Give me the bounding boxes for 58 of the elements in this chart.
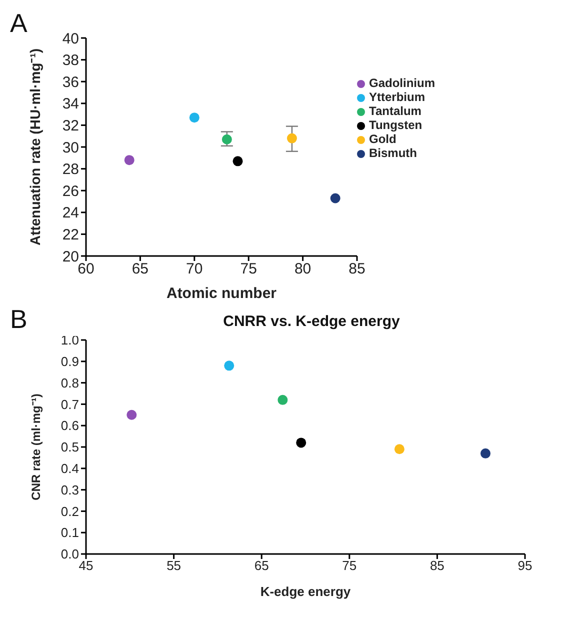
y-tick-label: 0.1	[60, 525, 79, 540]
x-tick-label: 55	[166, 558, 182, 574]
x-tick-label: 65	[254, 558, 269, 574]
y-tick-label: 26	[62, 182, 79, 200]
legend-label: Tungsten	[369, 118, 422, 132]
y-tick-label: 20	[62, 248, 79, 266]
point	[296, 438, 306, 448]
point	[126, 410, 137, 420]
x-tick-label: 75	[342, 558, 357, 574]
x-tick-label: 80	[294, 260, 312, 278]
point	[480, 448, 490, 458]
x-tick-label: 95	[518, 558, 532, 574]
text: B	[10, 304, 28, 335]
x-tick-label: 75	[240, 260, 257, 278]
y-tick-label: 0.6	[60, 418, 79, 434]
point	[124, 155, 134, 166]
y-tick-label: 0.9	[60, 354, 79, 370]
y-tick-label: 40	[62, 30, 79, 48]
y-tick-label: 0.2	[60, 504, 79, 519]
chart-title: CNRR vs. K-edge energy	[223, 313, 400, 330]
point	[286, 133, 297, 144]
legend-label: Ytterbium	[369, 90, 426, 104]
y-tick-label: 28	[62, 161, 79, 178]
x-axis-title: Atomic number	[166, 285, 277, 302]
y-tick-label: 38	[62, 52, 79, 70]
y-tick-label: 22	[62, 226, 79, 244]
y-axis-title: Attenuation rate (HU·ml·mg⁻¹)	[27, 48, 43, 246]
y-axis-title: CNR rate (ml·mg⁻¹)	[29, 394, 43, 500]
x-tick-label: 60	[78, 260, 94, 278]
y-tick-label: 0.7	[60, 396, 79, 412]
point	[222, 134, 232, 144]
legend-label: Bismuth	[369, 146, 417, 160]
point	[232, 156, 243, 166]
y-tick-label: 0.0	[60, 546, 79, 562]
point	[394, 444, 404, 454]
x-tick-label: 45	[78, 558, 94, 574]
x-axis-title: K-edge energy	[260, 584, 352, 599]
y-tick-label: 0.3	[60, 482, 79, 498]
x-tick-label: 85	[430, 558, 444, 574]
x-tick-label: 70	[186, 260, 203, 278]
point	[330, 193, 340, 204]
y-tick-label: 32	[62, 118, 79, 135]
legend-label: Gold	[369, 132, 396, 146]
y-tick-label: 34	[62, 96, 79, 113]
point	[224, 360, 234, 371]
y-tick-label: 0.4	[60, 461, 79, 476]
text: A	[10, 8, 28, 39]
point	[278, 394, 288, 405]
y-tick-label: 0.5	[60, 440, 79, 455]
y-tick-label: 30	[62, 139, 79, 156]
legend-label: Tantalum	[369, 104, 422, 118]
legend-label: Gadolinium	[369, 76, 435, 90]
y-tick-label: 24	[62, 204, 79, 222]
x-tick-label: 65	[132, 260, 149, 278]
x-tick-label: 85	[348, 260, 366, 278]
y-tick-label: 36	[62, 74, 79, 91]
y-tick-label: 0.8	[60, 375, 79, 390]
point	[189, 112, 200, 123]
